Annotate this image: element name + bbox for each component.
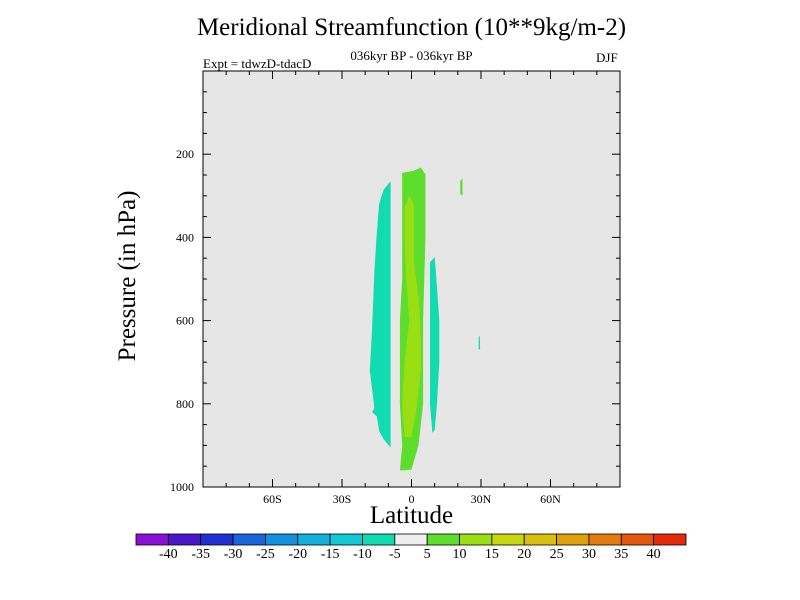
colorbar-box xyxy=(394,533,428,546)
colorbar-box xyxy=(297,533,331,546)
experiment-label: Expt = tdwzD-tdacD xyxy=(203,56,312,71)
x-tick-label: 30N xyxy=(471,492,492,506)
colorbar-label: -40 xyxy=(159,547,178,562)
season-label: DJF xyxy=(596,50,618,65)
colorbar-label: 30 xyxy=(582,547,596,562)
colorbar-label: -10 xyxy=(353,547,372,562)
colorbar-label: 40 xyxy=(647,547,661,562)
contour-region xyxy=(430,257,440,433)
colorbar-box xyxy=(200,533,234,546)
contour-region xyxy=(369,181,391,448)
x-tick-label: 60S xyxy=(263,492,282,506)
x-tick-label: 60N xyxy=(540,492,561,506)
colorbar-box xyxy=(362,533,396,546)
colorbar-label: -15 xyxy=(321,547,340,562)
colorbar-box xyxy=(135,533,169,546)
colorbar-box xyxy=(491,533,525,546)
chart-title: Meridional Streamfunction (10**9kg/m-2) xyxy=(196,14,627,41)
chart-subtitle: 036kyr BP - 036kyr BP xyxy=(350,48,473,63)
x-tick-label: 0 xyxy=(409,492,415,506)
colorbar-box xyxy=(265,533,299,546)
y-tick-label: 600 xyxy=(176,314,194,328)
colorbar-label: 35 xyxy=(614,547,628,562)
colorbar-box xyxy=(556,533,590,546)
colorbar-label: -35 xyxy=(191,547,210,562)
colorbar-box xyxy=(426,533,460,546)
colorbar-label: 15 xyxy=(485,547,499,562)
colorbar-box xyxy=(167,533,202,546)
colorbar-box xyxy=(329,533,363,546)
y-tick-label: 1000 xyxy=(170,480,194,494)
colorbar-label: 5 xyxy=(424,547,431,562)
contour-region xyxy=(402,195,421,438)
colorbar-box xyxy=(232,533,266,546)
colorbar-label: -5 xyxy=(389,547,401,562)
x-tick-label: 30S xyxy=(333,492,352,506)
x-axis-label: Latitude xyxy=(369,502,454,529)
y-tick-label: 200 xyxy=(176,147,194,161)
y-tick-label: 400 xyxy=(176,230,194,244)
colorbar-label: -30 xyxy=(224,547,243,562)
colorbar-label: -25 xyxy=(256,547,275,562)
colorbar-box xyxy=(620,533,655,546)
colorbar-box xyxy=(523,533,557,546)
colorbar-label: -20 xyxy=(288,547,307,562)
colorbar-box xyxy=(459,533,493,546)
colorbar-label: 20 xyxy=(517,547,531,562)
colorbar-box xyxy=(653,533,687,546)
y-tick-label: 800 xyxy=(176,397,194,411)
colorbar-box xyxy=(588,533,622,546)
colorbar-label: 25 xyxy=(550,547,564,562)
colorbar-label: 10 xyxy=(453,547,467,562)
contour-region xyxy=(460,178,463,196)
contour-region xyxy=(478,335,481,350)
